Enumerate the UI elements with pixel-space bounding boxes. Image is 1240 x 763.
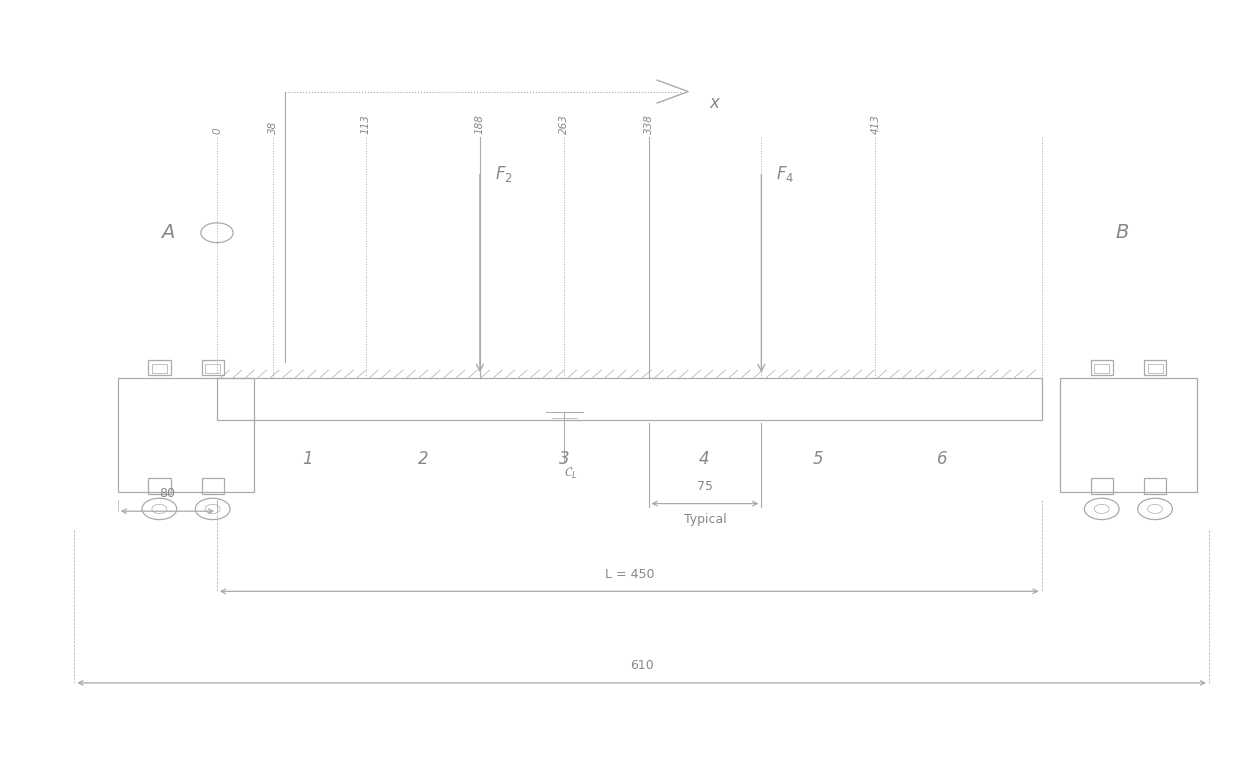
Bar: [151, 364, 166, 373]
Text: 188: 188: [475, 114, 485, 134]
Text: $\mathcal{C}_L$: $\mathcal{C}_L$: [564, 465, 577, 481]
Text: $F_2$: $F_2$: [495, 164, 512, 184]
Bar: [1060, 378, 1197, 492]
Text: 413: 413: [870, 114, 880, 134]
Bar: [201, 360, 223, 375]
Text: 338: 338: [644, 114, 653, 134]
Bar: [1091, 360, 1112, 375]
Text: 2: 2: [418, 450, 428, 468]
Text: 263: 263: [559, 114, 569, 134]
Text: $F_4$: $F_4$: [776, 164, 795, 184]
Text: 75: 75: [697, 480, 713, 493]
Bar: [1147, 364, 1163, 373]
Text: B: B: [1116, 224, 1128, 242]
Bar: [1094, 364, 1110, 373]
Bar: [217, 378, 1042, 420]
Text: 6: 6: [937, 450, 947, 468]
Text: 38: 38: [268, 121, 278, 134]
Bar: [149, 360, 171, 375]
Bar: [1091, 478, 1112, 494]
Text: 610: 610: [630, 659, 653, 672]
Text: 1: 1: [303, 450, 312, 468]
Text: 4: 4: [699, 450, 709, 468]
Text: A: A: [161, 224, 174, 242]
Bar: [149, 478, 171, 494]
Bar: [1145, 360, 1166, 375]
Text: Typical: Typical: [683, 513, 727, 526]
Bar: [118, 378, 254, 492]
Text: 80: 80: [160, 487, 175, 500]
Bar: [1145, 478, 1166, 494]
Text: 0: 0: [212, 127, 222, 134]
Bar: [206, 364, 221, 373]
Text: 5: 5: [813, 450, 823, 468]
Text: L = 450: L = 450: [605, 568, 653, 581]
Text: 113: 113: [361, 114, 371, 134]
Text: 3: 3: [559, 450, 569, 468]
Text: x: x: [709, 94, 719, 112]
Bar: [201, 478, 223, 494]
